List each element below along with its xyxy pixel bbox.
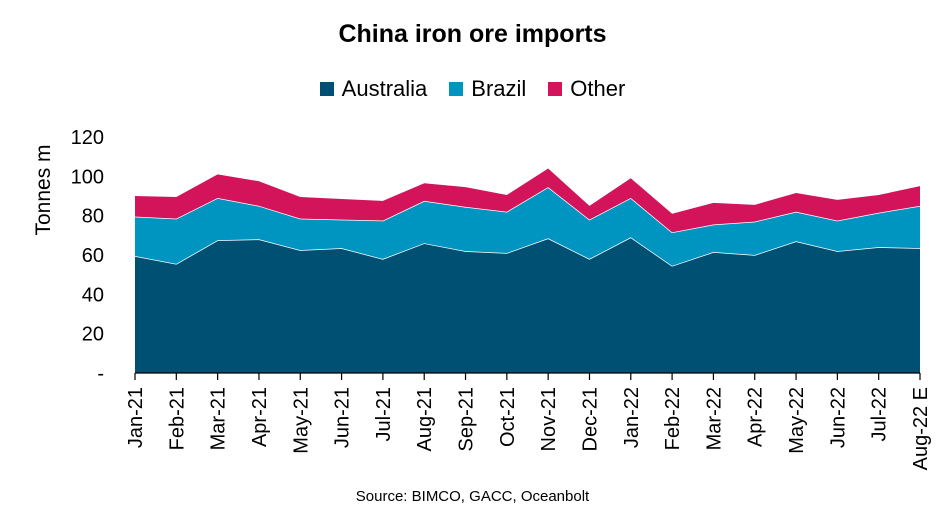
y-tick-label: 120 [71,127,104,149]
x-tick-label: Apr-21 [249,387,271,447]
x-tick-label: Feb-21 [166,387,188,450]
legend-swatch-brazil [449,82,464,96]
chart-title: China iron ore imports [338,20,607,48]
area-brazil [135,187,920,266]
x-tick-label: Apr-22 [745,387,767,447]
y-tick-label: - [97,363,104,385]
y-tick-label: 100 [71,166,104,188]
x-tick-label: Jun-21 [332,387,354,448]
x-tick-label: Oct-21 [497,387,519,447]
x-tick-label: Mar-22 [703,387,725,450]
legend-item-australia: Australia [319,76,428,102]
x-tick-label: Sep-21 [456,387,478,452]
x-tick-label: Jul-21 [373,387,395,441]
legend-item-other: Other [548,76,625,102]
area-other [135,168,920,233]
x-tick-label: Aug-22 E [910,387,932,470]
source-note: Source: BIMCO, GACC, Oceanbolt [355,488,590,505]
x-tick-label: Aug-21 [414,387,436,452]
legend-swatch-australia [319,82,334,96]
x-tick-label: Mar-21 [208,387,230,450]
legend-label-australia: Australia [341,76,428,101]
legend: Australia Brazil Other [0,76,945,102]
x-tick-label: May-22 [786,387,808,454]
x-tick-label: Jun-22 [827,387,849,448]
x-tick-label: Jan-22 [621,387,643,448]
legend-item-brazil: Brazil [449,76,526,102]
y-tick-label: 80 [82,206,104,228]
legend-swatch-other [548,82,563,96]
y-tick-label: 60 [82,245,104,267]
x-tick-label: Dec-21 [579,387,601,451]
y-tick-label: 40 [82,284,104,306]
legend-label-other: Other [570,76,626,101]
y-tick-label: 20 [82,324,104,346]
x-tick-label: May-21 [290,387,312,454]
x-tick-label: Jul-22 [869,387,891,441]
legend-label-brazil: Brazil [471,76,527,101]
x-tick-label: Jan-21 [125,387,147,448]
area-australia [135,237,920,373]
x-tick-label: Feb-22 [662,387,684,450]
x-tick-label: Nov-21 [538,387,560,451]
